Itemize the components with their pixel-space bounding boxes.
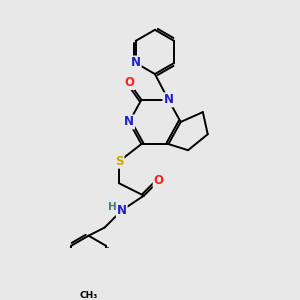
Text: O: O [154,174,164,188]
Text: CH₃: CH₃ [80,291,98,300]
Text: S: S [115,155,124,168]
Text: N: N [117,204,127,217]
Text: O: O [124,76,134,89]
Text: N: N [124,116,134,128]
Text: H: H [108,202,117,212]
Text: N: N [131,56,141,70]
Text: N: N [164,93,173,106]
